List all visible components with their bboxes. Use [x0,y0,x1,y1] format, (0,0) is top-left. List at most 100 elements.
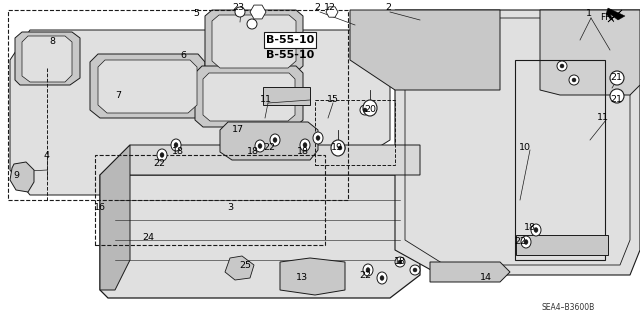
Bar [515,60,605,260]
Ellipse shape [338,146,342,150]
Ellipse shape [335,143,345,153]
Ellipse shape [157,149,167,161]
Text: B-55-10: B-55-10 [266,35,314,45]
Text: 18: 18 [172,146,184,155]
Polygon shape [195,66,303,127]
Text: FR.: FR. [600,13,614,23]
Ellipse shape [410,265,420,275]
Ellipse shape [160,152,164,157]
Ellipse shape [303,143,307,147]
Ellipse shape [363,264,373,276]
Text: 15: 15 [327,95,339,105]
Text: 16: 16 [94,204,106,212]
Polygon shape [350,10,500,90]
Text: 3: 3 [227,204,233,212]
Polygon shape [203,73,295,121]
Text: 24: 24 [142,234,154,242]
Text: 22: 22 [263,144,275,152]
Ellipse shape [531,224,541,236]
Ellipse shape [413,268,417,272]
Ellipse shape [610,89,624,103]
Text: 7: 7 [115,91,121,100]
Polygon shape [205,10,303,73]
Text: 18: 18 [524,224,536,233]
Text: SEA4–B3600B: SEA4–B3600B [541,303,595,313]
Polygon shape [250,5,266,19]
Ellipse shape [270,134,280,146]
Text: 21: 21 [610,73,622,83]
Polygon shape [608,10,622,22]
Ellipse shape [174,143,178,147]
Text: 12: 12 [324,4,336,12]
Polygon shape [100,175,420,298]
Ellipse shape [171,139,181,151]
Ellipse shape [363,100,377,116]
Text: 22: 22 [359,271,371,279]
Ellipse shape [316,136,320,140]
Ellipse shape [273,137,277,142]
Text: 13: 13 [296,272,308,281]
Text: 19: 19 [331,144,343,152]
Ellipse shape [258,144,262,148]
Text: 18: 18 [394,257,406,266]
Polygon shape [90,54,205,118]
Text: 22: 22 [153,160,165,168]
Bar [8,10,348,200]
Polygon shape [326,7,338,17]
Polygon shape [430,262,510,282]
Ellipse shape [377,272,387,284]
Ellipse shape [313,132,323,144]
Text: 25: 25 [239,261,251,270]
Ellipse shape [331,140,345,156]
Text: 22: 22 [514,238,526,247]
Bar [315,100,395,165]
Text: 20: 20 [364,106,376,115]
Polygon shape [15,32,80,85]
Polygon shape [10,162,34,192]
Polygon shape [212,15,296,68]
Ellipse shape [380,276,384,280]
Text: 5: 5 [193,10,199,19]
Bar [264,32,316,48]
Polygon shape [516,235,608,255]
Ellipse shape [610,71,624,85]
Ellipse shape [360,105,370,115]
Ellipse shape [300,139,310,151]
Ellipse shape [247,19,257,29]
Polygon shape [263,87,310,105]
Polygon shape [100,145,420,175]
Polygon shape [220,122,318,160]
Text: 17: 17 [232,125,244,135]
Polygon shape [225,256,254,280]
Text: 6: 6 [180,50,186,60]
Polygon shape [606,8,625,22]
Text: B-55-10: B-55-10 [266,50,314,60]
Polygon shape [22,36,72,82]
Text: 11: 11 [260,95,272,105]
Polygon shape [10,30,390,195]
Text: 2: 2 [385,4,391,12]
Text: 21: 21 [610,95,622,105]
Polygon shape [395,10,640,275]
Text: 1: 1 [586,10,592,19]
Ellipse shape [521,236,531,248]
Ellipse shape [366,268,370,272]
Ellipse shape [569,75,579,85]
Ellipse shape [363,108,367,112]
Text: 9: 9 [13,170,19,180]
Ellipse shape [560,64,564,68]
Text: 18: 18 [247,146,259,155]
Bar [95,155,325,245]
Ellipse shape [255,140,265,152]
Ellipse shape [235,7,245,17]
Text: 4: 4 [44,151,50,160]
Ellipse shape [572,78,576,82]
Text: 2: 2 [314,4,320,12]
Polygon shape [100,145,130,290]
Text: 8: 8 [49,38,55,47]
Polygon shape [98,60,197,113]
Ellipse shape [557,61,567,71]
Text: 14: 14 [480,272,492,281]
Polygon shape [280,258,345,295]
Ellipse shape [534,227,538,233]
